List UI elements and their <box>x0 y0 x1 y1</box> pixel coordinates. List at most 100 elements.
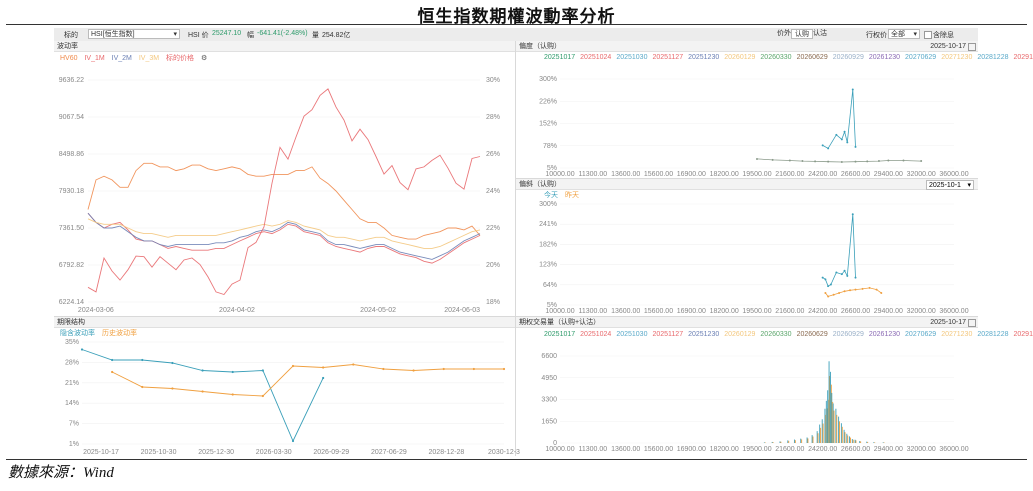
volume-panel-header: 期权交易量（认购+认沽） 2025-10-17 <box>516 317 978 328</box>
tab-put[interactable]: 认沽 <box>813 30 827 37</box>
smile-legend: 今天 昨天 <box>544 190 584 201</box>
x-tick: 29400.00 <box>874 446 903 453</box>
volume-bar-call <box>806 437 808 443</box>
y-right-tick: 18% <box>486 299 500 306</box>
legend-hv60[interactable]: HV60 <box>60 55 78 62</box>
legend-expiry-20260629[interactable]: 20260629 <box>796 54 828 61</box>
legend-implied-vol[interactable]: 隐含波动率 <box>60 330 95 337</box>
calendar-icon[interactable] <box>968 43 976 51</box>
legend-expiry-20251127[interactable]: 20251127 <box>652 54 684 61</box>
skew-date[interactable]: 2025-10-17 <box>930 43 966 50</box>
y-tick: 6600 <box>541 353 557 360</box>
legend-price[interactable]: 标的价格 <box>166 55 195 62</box>
x-tick: 13600.00 <box>611 308 640 315</box>
volume-bar-put <box>839 421 840 443</box>
volume-bar-call <box>840 423 842 443</box>
page-title: 恒生指数期權波動率分析 <box>417 7 616 26</box>
legend-expiry-20260629[interactable]: 20260629 <box>796 331 828 338</box>
legend-today[interactable]: 今天 <box>544 192 558 199</box>
underlying-select[interactable]: HSI[恒生指数] ▾ <box>88 29 180 39</box>
data-point <box>824 292 827 295</box>
legend-expiry-20260330[interactable]: 20260330 <box>760 331 792 338</box>
y-left-tick: 8498.86 <box>59 151 84 158</box>
change-value: -641.41(-2.48%) <box>257 30 308 37</box>
volume-bar-call <box>851 439 853 443</box>
y-left-tick: 9636.22 <box>59 77 84 84</box>
volume-bar-call <box>763 442 765 443</box>
x-tick: 29400.00 <box>874 171 903 178</box>
volume-bar-call <box>829 371 831 443</box>
data-point <box>868 286 871 289</box>
volume-bar-call <box>838 416 840 443</box>
x-tick: 18200.00 <box>710 171 739 178</box>
legend-expiry-20270629[interactable]: 20270629 <box>905 54 937 61</box>
data-point <box>756 157 758 160</box>
volume-bar-call <box>787 440 789 443</box>
volume-bar-call <box>835 408 837 443</box>
legend-expiry-20281228[interactable]: 20281228 <box>977 331 1009 338</box>
legend-iv1m[interactable]: IV_1M <box>84 55 105 62</box>
volume-bar-call <box>824 408 826 443</box>
legend-expiry-20251030[interactable]: 20251030 <box>616 331 648 338</box>
legend-expiry-20251230[interactable]: 20251230 <box>688 331 720 338</box>
y-tick: 152% <box>539 121 557 128</box>
settings-gear-icon[interactable]: ⚙ <box>200 55 208 62</box>
legend-iv2m[interactable]: IV_2M <box>111 55 132 62</box>
volume-bar-put <box>832 401 834 443</box>
include-dividend-checkbox[interactable] <box>924 31 932 39</box>
x-tick: 2025-10-30 <box>141 449 177 456</box>
smile-chart: 5% 64% 123% 182% 241% 300% 10000.00 11300.00 136… <box>539 201 969 315</box>
x-tick: 24200.00 <box>808 171 837 178</box>
legend-expiry-20260929[interactable]: 20260929 <box>832 331 864 338</box>
tab-out-of-money[interactable]: 价外 <box>777 30 791 37</box>
legend-expiry-20260129[interactable]: 20260129 <box>724 54 756 61</box>
calendar-icon[interactable] <box>968 319 976 327</box>
legend-expiry-20251127[interactable]: 20251127 <box>652 331 684 338</box>
tab-call[interactable]: 认购 <box>791 29 813 39</box>
volume-bar-call <box>811 435 813 443</box>
x-tick: 15600.00 <box>644 171 673 178</box>
series-line-others <box>756 158 922 163</box>
data-point <box>880 292 883 295</box>
legend-expiry-20251017[interactable]: 20251017 <box>544 54 576 61</box>
legend-expiry-20251024[interactable]: 20251024 <box>580 54 612 61</box>
x-tick: 18200.00 <box>710 446 739 453</box>
volume-label: 量 <box>312 32 319 39</box>
legend-expiry-20251024[interactable]: 20251024 <box>580 331 612 338</box>
x-tick: 21600.00 <box>775 171 804 178</box>
volume-bar-call <box>831 392 833 443</box>
legend-expiry-20251017[interactable]: 20251017 <box>544 331 576 338</box>
legend-expiry-20271230[interactable]: 20271230 <box>941 331 973 338</box>
legend-expiry-20270629[interactable]: 20270629 <box>905 331 937 338</box>
legend-yesterday[interactable]: 昨天 <box>564 192 579 199</box>
analysis-window <box>54 28 978 456</box>
legend-expiry-20271230[interactable]: 20271230 <box>941 54 973 61</box>
legend-expiry-20261230[interactable]: 20261230 <box>868 54 901 61</box>
series-line-HV60 <box>87 162 481 240</box>
x-tick: 26600.00 <box>841 171 870 178</box>
legend-expiry-20260330[interactable]: 20260330 <box>760 54 792 61</box>
legend-expiry-20260929[interactable]: 20260929 <box>832 54 864 61</box>
data-point <box>840 273 843 276</box>
x-tick: 2026-09-29 <box>313 449 349 456</box>
smile-date-select[interactable]: 2025-10-1 ▾ <box>926 180 974 190</box>
legend-expiry-20281228[interactable]: 20281228 <box>977 54 1009 61</box>
x-tick: 13600.00 <box>611 171 640 178</box>
volume-bar-put <box>833 410 835 443</box>
term-legend: 隐含波动率 历史波动率 <box>60 328 142 339</box>
volume-bar-call <box>816 431 818 443</box>
volume-bar-put <box>780 441 782 443</box>
x-tick: 2024-05-02 <box>360 307 396 314</box>
legend-expiry-20251230[interactable]: 20251230 <box>688 54 720 61</box>
legend-expiry-20291228[interactable]: 20291228 <box>1013 331 1033 338</box>
strike-select[interactable]: 全部 ▾ <box>888 29 920 39</box>
volume-date[interactable]: 2025-10-17 <box>930 319 966 326</box>
volume-bar-put <box>764 442 766 443</box>
legend-iv3m[interactable]: IV_3M <box>138 55 160 62</box>
legend-expiry-20261230[interactable]: 20261230 <box>868 331 901 338</box>
legend-expiry-20260129[interactable]: 20260129 <box>724 331 756 338</box>
legend-expiry-20291228[interactable]: 20291228 <box>1013 54 1033 61</box>
data-point <box>788 159 791 162</box>
legend-expiry-20251030[interactable]: 20251030 <box>616 54 648 61</box>
legend-historical-vol[interactable]: 历史波动率 <box>101 330 137 337</box>
